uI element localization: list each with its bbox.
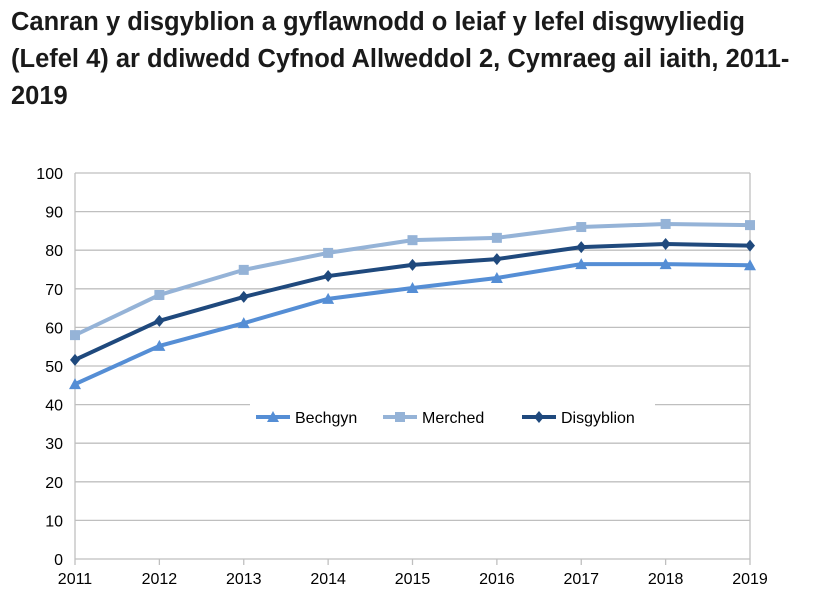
y-tick-label: 80	[45, 243, 63, 260]
data-point-bechgyn	[744, 259, 756, 271]
y-tick-label: 30	[45, 436, 63, 453]
legend-label-disgyblion: Disgyblion	[561, 410, 635, 427]
y-tick-label: 100	[36, 166, 63, 183]
data-point-disgyblion	[154, 314, 165, 327]
x-tick-label: 2018	[648, 571, 684, 588]
data-point-bechgyn	[490, 271, 503, 283]
x-tick-label: 2012	[142, 571, 178, 588]
data-point-merched	[576, 222, 587, 233]
data-point-merched	[238, 264, 249, 275]
x-tick-label: 2013	[226, 571, 262, 588]
legend-marker-disgyblion	[534, 411, 544, 423]
y-tick-label: 0	[54, 552, 63, 569]
legend-marker-merched	[395, 412, 405, 422]
data-point-merched	[70, 330, 80, 341]
data-point-disgyblion	[70, 353, 80, 366]
data-point-disgyblion	[660, 238, 671, 251]
data-point-bechgyn	[575, 258, 588, 270]
data-point-merched	[745, 220, 755, 231]
data-point-merched	[407, 235, 418, 246]
x-tick-label: 2016	[479, 571, 515, 588]
data-point-bechgyn	[322, 292, 335, 304]
data-point-disgyblion	[576, 241, 587, 254]
x-tick-label: 2019	[732, 571, 768, 588]
data-point-disgyblion	[491, 253, 502, 266]
data-point-merched	[323, 247, 334, 258]
x-tick-label: 2011	[58, 571, 93, 588]
legend-box	[250, 404, 655, 430]
data-point-disgyblion	[323, 270, 334, 283]
data-point-merched	[154, 289, 165, 300]
data-point-bechgyn	[406, 282, 419, 294]
legend-label-merched: Merched	[422, 410, 484, 427]
data-point-bechgyn	[153, 339, 166, 351]
y-tick-label: 40	[45, 398, 63, 415]
data-point-disgyblion	[238, 290, 249, 303]
legend-marker-bechgyn	[267, 411, 279, 422]
legend-label-bechgyn: Bechgyn	[295, 410, 357, 427]
x-tick-label: 2015	[395, 571, 431, 588]
data-point-disgyblion	[407, 258, 418, 271]
y-tick-label: 90	[45, 205, 63, 222]
data-point-bechgyn	[237, 317, 250, 329]
data-point-disgyblion	[745, 239, 755, 252]
chart-title: Canran y disgyblion a gyflawnodd o leiaf…	[11, 8, 790, 110]
y-tick-label: 10	[45, 513, 63, 530]
x-tick-label: 2014	[310, 571, 346, 588]
y-tick-label: 60	[45, 320, 63, 337]
y-tick-label: 20	[45, 475, 63, 492]
y-tick-label: 50	[45, 359, 63, 376]
y-tick-label: 70	[45, 282, 63, 299]
data-point-merched	[660, 218, 671, 229]
data-point-merched	[491, 232, 502, 243]
x-tick-label: 2017	[563, 571, 599, 588]
data-point-bechgyn	[69, 378, 81, 390]
data-point-bechgyn	[659, 258, 672, 270]
